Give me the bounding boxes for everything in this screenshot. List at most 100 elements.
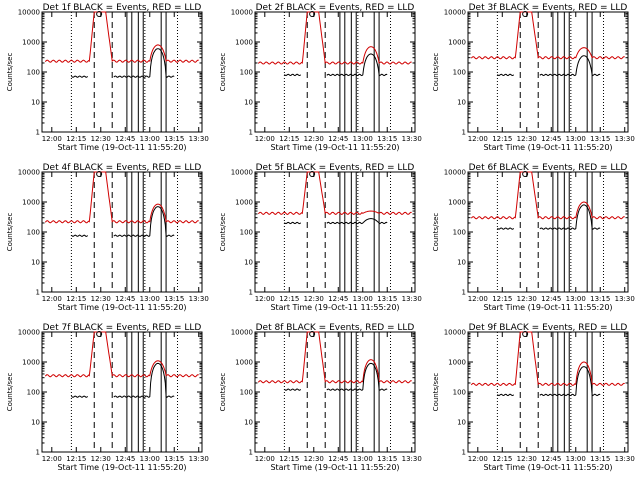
x-tick-label: 13:15 — [164, 455, 184, 463]
y-tick-label: 10 — [457, 419, 466, 427]
x-tick-label: 12:45 — [541, 135, 561, 143]
series-lld — [470, 11, 625, 60]
series-events — [284, 221, 302, 225]
y-tick-label: 10000 — [444, 9, 466, 17]
y-tick-label: 100 — [453, 229, 466, 237]
panel-5: Det 5f BLACK = Events, RED = LLD 1 10 100 10… — [219, 163, 422, 312]
y-tick-label: 100 — [453, 69, 466, 77]
y-axis-label: Counts/sec — [6, 53, 14, 92]
series-events — [326, 218, 388, 225]
x-tick-label: 12:15 — [492, 135, 512, 143]
x-tick-label: 13:00 — [140, 455, 160, 463]
series-events — [113, 48, 175, 78]
y-tick-label: 1000 — [448, 199, 466, 207]
x-tick-label: 12:00 — [468, 135, 488, 143]
y-tick-label: 1000 — [448, 39, 466, 47]
x-tick-label: 12:30 — [91, 295, 111, 303]
panel-7: Det 7f BLACK = Events, RED = LLD 1 10 100 10… — [6, 323, 209, 472]
x-axis-label: Start Time (19-Oct-11 11:55:20) — [270, 303, 399, 312]
x-tick-label: 12:45 — [115, 135, 135, 143]
x-tick-label: 13:00 — [140, 295, 160, 303]
y-tick-label: 10 — [244, 99, 253, 107]
x-tick-label: 13:30 — [402, 135, 422, 143]
y-tick-label: 10 — [457, 259, 466, 267]
x-tick-label: 12:30 — [517, 455, 537, 463]
panel-title: Det 1f BLACK = Events, RED = LLD — [43, 3, 202, 13]
x-tick-label: 12:45 — [328, 455, 348, 463]
peak-marker — [522, 11, 529, 17]
peak-marker — [522, 171, 529, 177]
y-tick-label: 1 — [462, 289, 466, 297]
y-tick-label: 10 — [244, 419, 253, 427]
y-tick-label: 1000 — [235, 359, 253, 367]
y-axis-label: Counts/sec — [432, 373, 440, 412]
x-tick-label: 13:00 — [566, 455, 586, 463]
x-tick-label: 13:15 — [377, 135, 397, 143]
y-axis-label: Counts/sec — [6, 373, 14, 412]
y-tick-label: 10 — [457, 99, 466, 107]
y-tick-label: 100 — [453, 389, 466, 397]
series-lld — [44, 331, 199, 378]
y-tick-label: 1000 — [22, 39, 40, 47]
peak-marker — [309, 331, 316, 337]
series-events — [71, 234, 89, 237]
x-tick-label: 12:15 — [66, 455, 86, 463]
x-axis-label: Start Time (19-Oct-11 11:55:20) — [483, 143, 612, 152]
y-tick-label: 100 — [240, 389, 253, 397]
x-tick-label: 12:15 — [66, 135, 86, 143]
series-events — [71, 395, 89, 398]
panel-4: Det 4f BLACK = Events, RED = LLD 1 10 100 10… — [6, 163, 209, 312]
x-tick-label: 12:15 — [279, 295, 299, 303]
y-tick-label: 100 — [27, 69, 40, 77]
panel-title: Det 9f BLACK = Events, RED = LLD — [469, 323, 628, 333]
x-tick-label: 12:15 — [492, 455, 512, 463]
y-tick-label: 1 — [462, 449, 466, 457]
y-tick-label: 1 — [249, 449, 253, 457]
y-tick-label: 10000 — [18, 329, 40, 337]
y-tick-label: 100 — [27, 389, 40, 397]
x-tick-label: 12:45 — [541, 295, 561, 303]
x-tick-label: 12:45 — [115, 295, 135, 303]
x-tick-label: 12:45 — [328, 295, 348, 303]
x-tick-label: 13:15 — [377, 455, 397, 463]
x-tick-label: 12:00 — [468, 455, 488, 463]
peak-marker — [96, 11, 103, 17]
x-tick-label: 13:15 — [590, 455, 610, 463]
panel-6: Det 6f BLACK = Events, RED = LLD 1 10 100 10… — [432, 163, 635, 312]
series-lld — [470, 171, 625, 220]
y-tick-label: 1 — [462, 129, 466, 137]
x-tick-label: 13:00 — [353, 295, 373, 303]
x-tick-label: 13:30 — [615, 135, 635, 143]
x-tick-label: 12:00 — [42, 295, 62, 303]
y-tick-label: 1000 — [22, 359, 40, 367]
y-axis-label: Counts/sec — [219, 213, 227, 252]
x-tick-label: 13:15 — [164, 135, 184, 143]
x-axis-label: Start Time (19-Oct-11 11:55:20) — [483, 303, 612, 312]
y-tick-label: 10 — [244, 259, 253, 267]
y-tick-label: 1 — [249, 289, 253, 297]
x-tick-label: 12:00 — [255, 135, 275, 143]
panel-9: Det 9f BLACK = Events, RED = LLD 1 10 100 10… — [432, 323, 635, 472]
peak-marker — [522, 331, 529, 337]
series-events — [497, 227, 515, 230]
x-tick-label: 12:00 — [42, 135, 62, 143]
series-lld — [470, 331, 625, 386]
x-tick-label: 12:45 — [541, 455, 561, 463]
x-axis-label: Start Time (19-Oct-11 11:55:20) — [57, 303, 186, 312]
panel-title: Det 5f BLACK = Events, RED = LLD — [256, 163, 415, 173]
y-tick-label: 10000 — [444, 329, 466, 337]
x-tick-label: 13:30 — [189, 455, 209, 463]
series-events — [284, 388, 302, 391]
y-tick-label: 1000 — [235, 39, 253, 47]
x-tick-label: 12:45 — [115, 455, 135, 463]
x-axis-label: Start Time (19-Oct-11 11:55:20) — [483, 463, 612, 472]
x-tick-label: 12:30 — [517, 295, 537, 303]
x-tick-label: 12:30 — [304, 295, 324, 303]
y-tick-label: 1 — [36, 129, 40, 137]
y-tick-label: 100 — [240, 229, 253, 237]
y-tick-label: 1000 — [235, 199, 253, 207]
y-axis-label: Counts/sec — [6, 213, 14, 252]
x-tick-label: 13:15 — [590, 295, 610, 303]
y-tick-label: 1 — [249, 129, 253, 137]
